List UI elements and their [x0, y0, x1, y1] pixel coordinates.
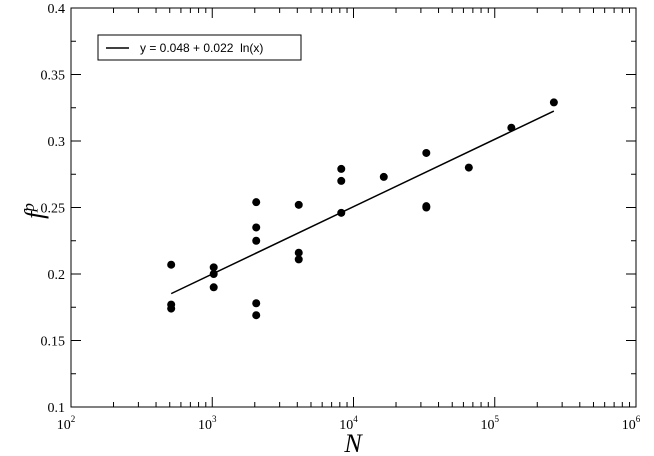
x-tick-label: 102	[57, 414, 76, 433]
data-point	[252, 198, 261, 207]
data-point	[167, 304, 176, 313]
x-tick-label-exp: 2	[71, 414, 76, 424]
data-point	[464, 163, 473, 172]
data-point	[252, 299, 261, 308]
y-axis-ticks	[71, 7, 636, 408]
x-axis-title: N	[343, 429, 363, 456]
x-tick-label-exp: 3	[212, 414, 217, 424]
y-axis-title: fp	[19, 203, 49, 219]
data-point	[337, 176, 346, 185]
legend-label: y = 0.048 + 0.022 ln(x)	[140, 41, 263, 55]
y-axis-tick-labels: 0.1 0.15 0.2 0.25 0.3 0.35 0.4	[41, 2, 66, 416]
x-tick-label-base: 10	[57, 418, 71, 433]
data-point	[294, 248, 303, 257]
y-tick-label: 0.3	[48, 135, 66, 150]
data-point	[337, 164, 346, 173]
data-point	[422, 203, 431, 212]
data-point	[252, 311, 261, 320]
x-tick-label: 106	[622, 414, 641, 433]
data-point	[252, 223, 261, 232]
data-point	[422, 148, 431, 157]
x-tick-label: 104	[339, 414, 358, 433]
data-point	[549, 98, 558, 107]
y-tick-label: 0.15	[41, 335, 66, 350]
data-point	[209, 270, 218, 278]
data-point	[294, 200, 303, 209]
y-axis-title-sup: p	[19, 203, 38, 213]
data-point	[252, 236, 261, 245]
y-tick-label: 0.1	[48, 401, 66, 416]
x-tick-label: 105	[481, 414, 500, 433]
y-tick-label: 0.4	[48, 2, 66, 17]
data-point	[209, 283, 218, 292]
x-axis-tick-labels: 102 103 104 105 106	[57, 414, 641, 433]
x-tick-label-base: 10	[198, 418, 212, 433]
y-tick-label: 0.25	[41, 202, 66, 217]
x-tick-label-base: 10	[339, 418, 353, 433]
plot-frame	[70, 7, 637, 408]
x-tick-label-base: 10	[481, 418, 495, 433]
data-point	[507, 123, 516, 132]
fit-line	[170, 110, 555, 295]
x-tick-label-base: 10	[622, 418, 636, 433]
x-tick-label-exp: 5	[495, 414, 500, 424]
y-axis-title-base: f	[20, 208, 49, 219]
data-point	[337, 208, 346, 217]
x-tick-label-exp: 6	[636, 414, 641, 424]
legend-box	[97, 34, 302, 61]
legend: y = 0.048 + 0.022 ln(x)	[97, 34, 302, 61]
data-point	[209, 263, 218, 272]
x-tick-label: 103	[198, 414, 217, 433]
x-axis-ticks	[70, 8, 631, 407]
x-tick-label-exp: 4	[353, 414, 358, 424]
data-points	[167, 98, 558, 320]
data-point	[379, 172, 388, 181]
y-tick-label: 0.35	[41, 69, 66, 84]
y-tick-label: 0.2	[48, 268, 66, 283]
data-point	[167, 260, 176, 269]
data-point	[294, 255, 303, 264]
